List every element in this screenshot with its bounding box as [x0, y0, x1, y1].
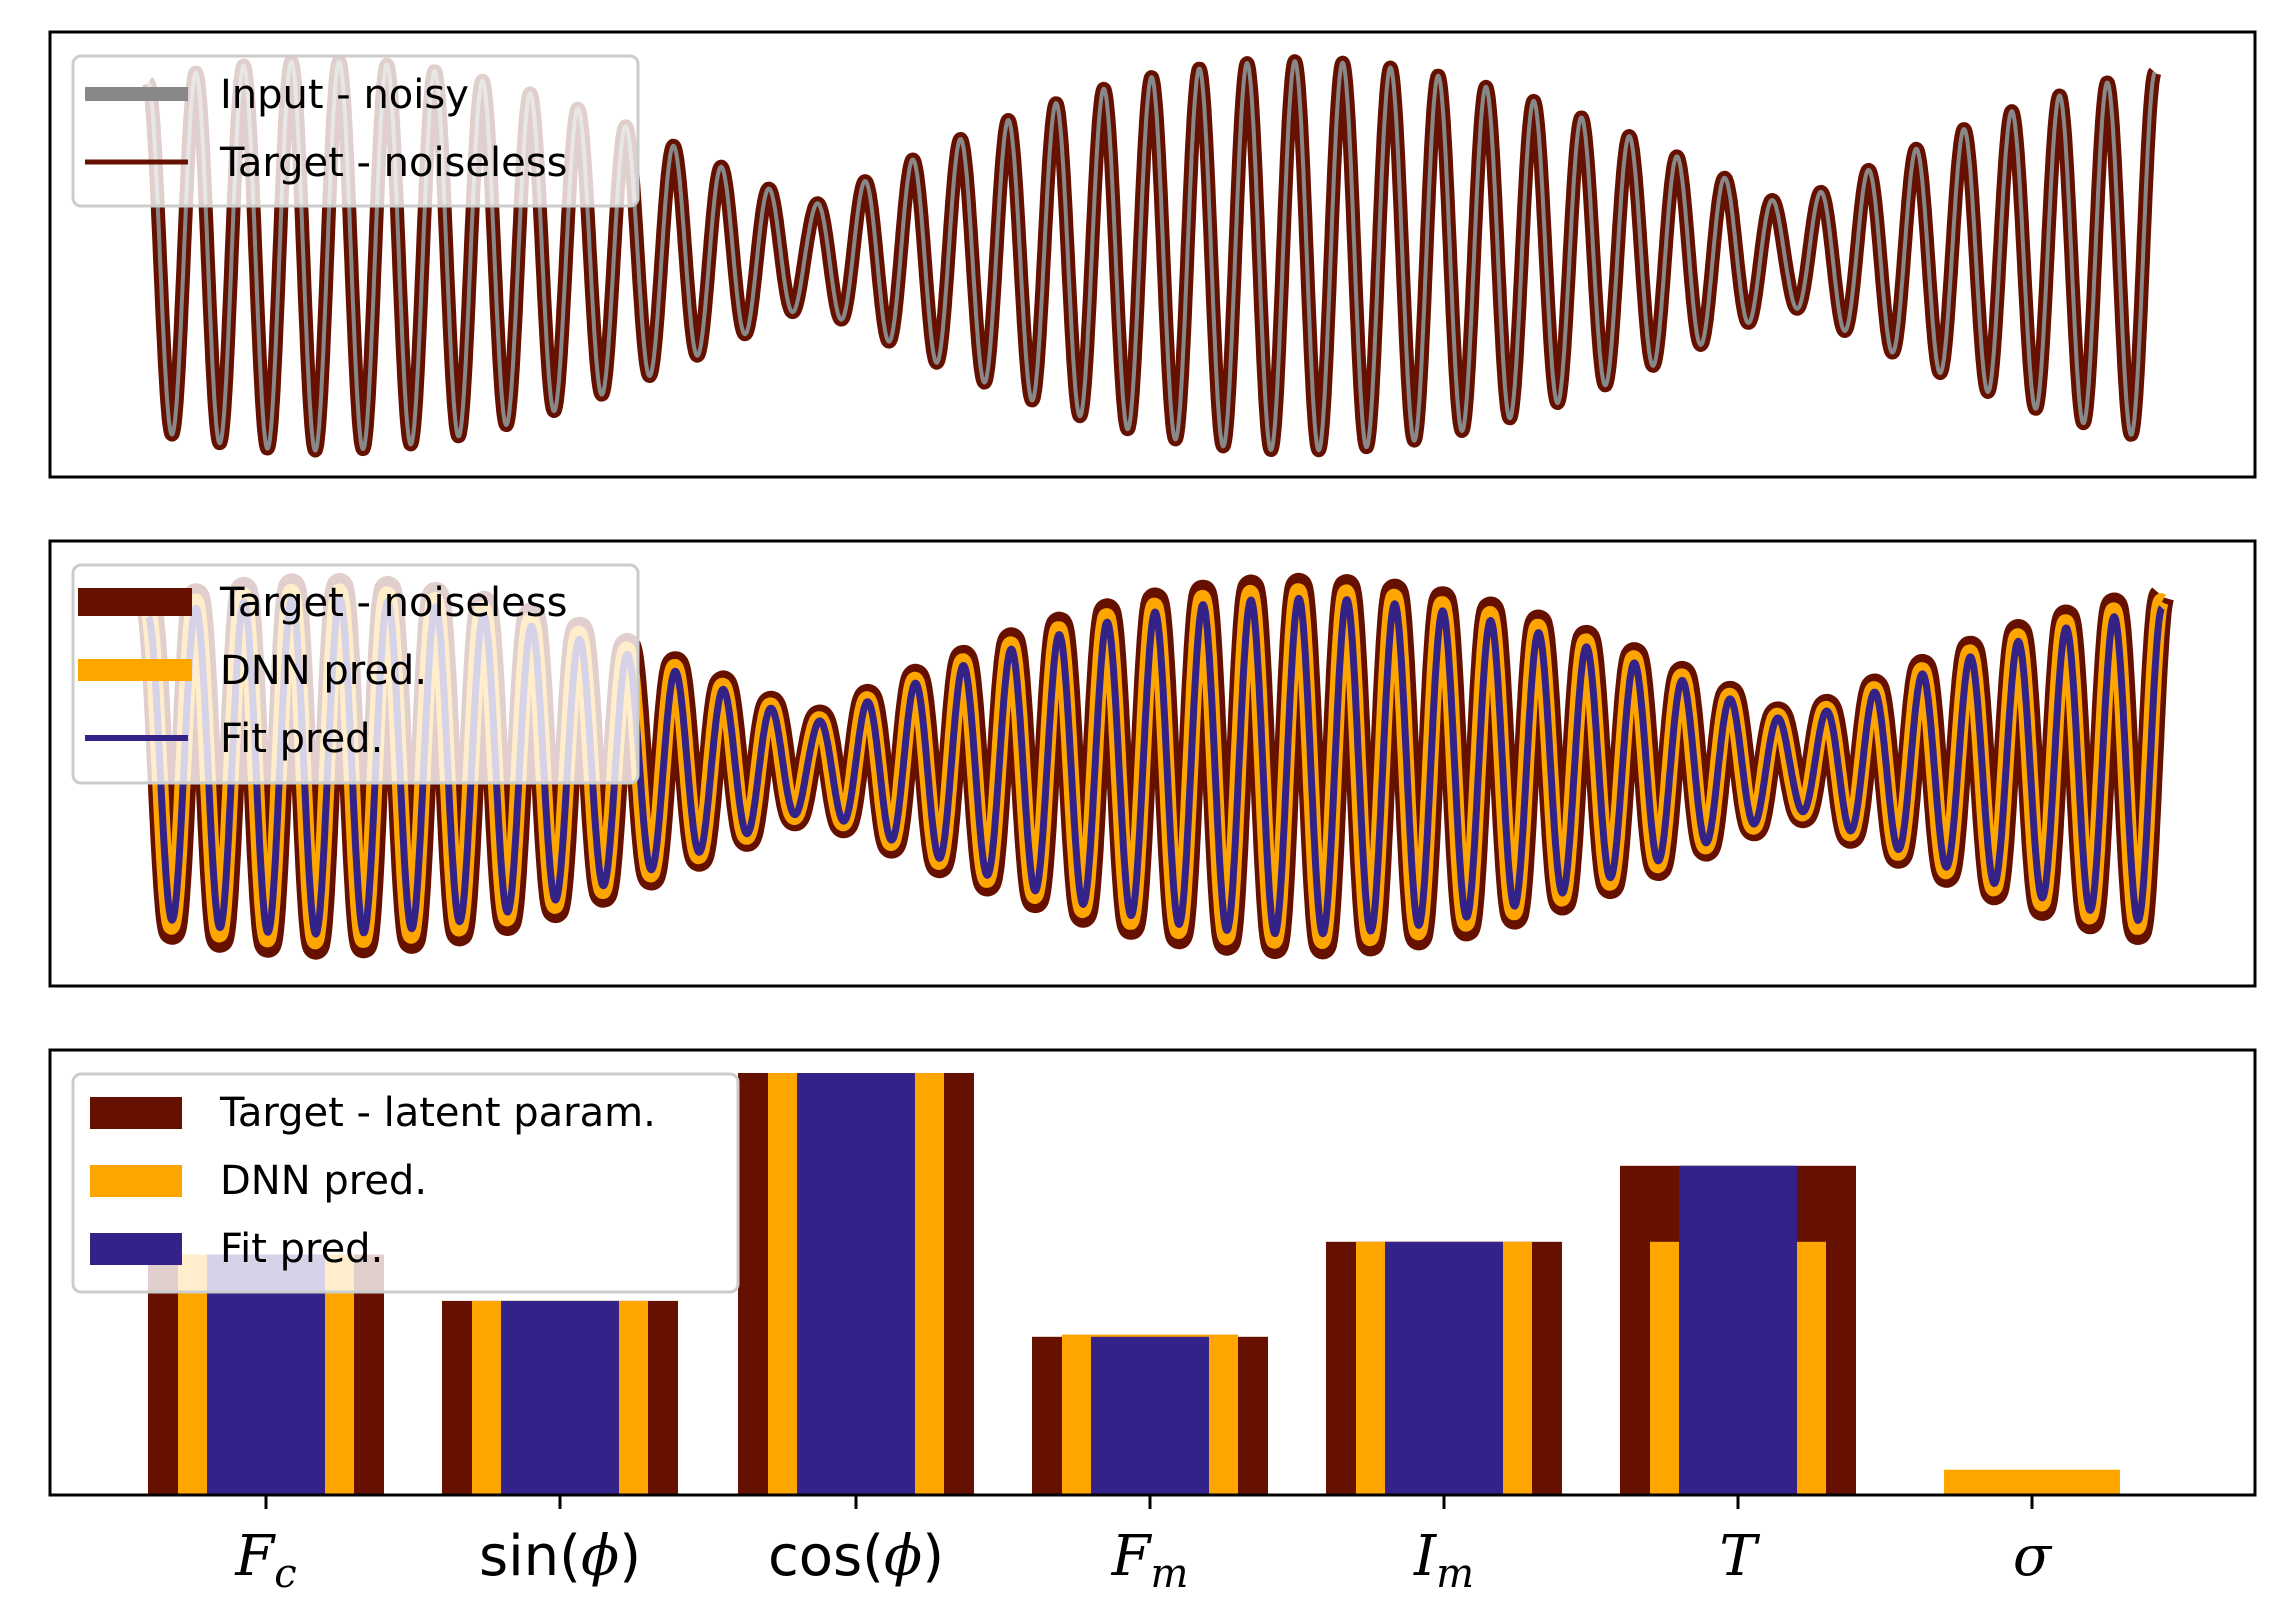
legend-3-label-0: Target - latent param.	[219, 1090, 656, 1136]
xtick-label-sigma: σ	[2013, 1524, 2053, 1589]
panel-3-bars	[148, 1073, 2120, 1496]
xtick-label-im: Im	[1413, 1524, 1474, 1597]
panel-3: Target - latent param. DNN pred. Fit pre…	[48, 1048, 2257, 1509]
legend-2-label-0: Target - noiseless	[219, 580, 567, 626]
panel-3-frame	[48, 1048, 2257, 1497]
panel-3-xticks	[264, 1495, 2034, 1509]
panel-2-legend: Target - noiseless DNN pred. Fit pred.	[71, 563, 640, 785]
panel-2-legend-box	[71, 563, 640, 785]
bar-2-5	[1679, 1165, 1797, 1495]
xtick-label-t: T	[1719, 1524, 1760, 1589]
panel-3-legend: Target - latent param. DNN pred. Fit pre…	[71, 1072, 740, 1294]
legend-3-swatch-0	[90, 1097, 182, 1129]
xtick-label-cos-phi: cos(ϕ)	[768, 1524, 944, 1589]
legend-3-label-2: Fit pred.	[220, 1226, 383, 1272]
xtick-label-fc: Fc	[234, 1524, 296, 1597]
bar-2-2	[797, 1073, 915, 1495]
legend-2-label-2: Fit pred.	[220, 716, 383, 762]
panel-1-legend-box	[71, 54, 640, 208]
bar-1-6	[1944, 1469, 2120, 1495]
xtick-label-fm: Fm	[1111, 1524, 1189, 1597]
bar-2-3	[1091, 1336, 1209, 1496]
bar-2-4	[1385, 1241, 1503, 1495]
panel-1: Input - noisy Target - noiseless	[48, 30, 2257, 479]
panel-3-legend-box	[71, 1072, 740, 1294]
panel-2-frame	[48, 539, 2257, 988]
bar-2-0	[207, 1254, 325, 1495]
panel-2: Target - noiseless DNN pred. Fit pred.	[48, 539, 2257, 988]
legend-1-label-0: Input - noisy	[220, 72, 469, 118]
bar-2-1	[501, 1300, 619, 1495]
panel-3-xtick-labels: Fc sin(ϕ) cos(ϕ) Fm Im T σ	[234, 1524, 2053, 1597]
legend-3-swatch-2	[90, 1233, 182, 1265]
legend-3-swatch-1	[90, 1165, 182, 1197]
legend-3-label-1: DNN pred.	[220, 1158, 427, 1204]
legend-1-label-1: Target - noiseless	[219, 140, 567, 186]
legend-2-label-1: DNN pred.	[220, 648, 427, 694]
panel-1-frame	[48, 30, 2257, 479]
xtick-label-sin-phi: sin(ϕ)	[479, 1524, 641, 1589]
panel-1-legend: Input - noisy Target - noiseless	[71, 54, 640, 208]
